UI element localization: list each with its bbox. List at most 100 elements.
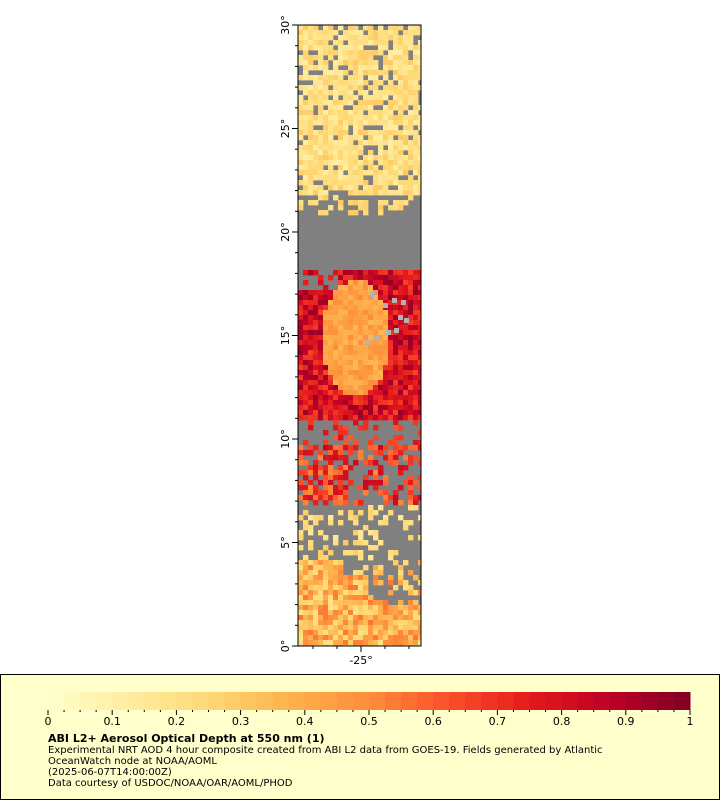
aod-cell — [318, 50, 324, 56]
aod-cell — [308, 315, 314, 321]
aod-cell — [378, 600, 384, 606]
aod-cell — [353, 50, 359, 56]
aod-cell — [323, 640, 329, 646]
aod-cell — [318, 295, 324, 301]
colorbar-swatch — [481, 692, 498, 710]
aod-cell — [323, 315, 329, 321]
aod-cells — [298, 25, 421, 646]
aod-cell — [343, 300, 349, 306]
aod-cell — [393, 360, 399, 366]
aod-cell — [403, 585, 409, 591]
aod-cell — [328, 375, 334, 381]
aod-cell — [338, 395, 344, 401]
aod-cell — [368, 320, 374, 326]
aod-cell — [398, 40, 404, 46]
aod-cell — [318, 90, 324, 96]
aod-cell — [393, 365, 399, 371]
aod-cell — [418, 25, 421, 31]
aod-cell — [313, 470, 319, 476]
aod-cell — [343, 345, 349, 351]
aod-cell — [358, 405, 364, 411]
aod-cell — [363, 300, 369, 306]
latitude-axis: 0°5°10°15°20°25°30° — [279, 15, 298, 652]
aod-cell — [303, 615, 309, 621]
aod-cell — [393, 380, 399, 386]
aod-cell — [388, 385, 394, 391]
aod-cell — [393, 155, 399, 161]
aod-cell — [378, 120, 384, 126]
aod-cell — [393, 45, 399, 51]
colorbar-tick-label: 0 — [45, 715, 52, 728]
aod-cell — [413, 625, 419, 631]
aod-cell — [363, 600, 369, 606]
aod-cell — [308, 415, 314, 421]
aod-cell — [328, 50, 334, 56]
aod-cell — [348, 85, 354, 91]
aod-cell — [338, 570, 344, 576]
aod-cell — [323, 565, 329, 571]
aod-cell — [413, 55, 419, 61]
aod-cell — [353, 200, 359, 206]
aod-cell — [413, 50, 419, 56]
aod-cell — [378, 200, 384, 206]
aod-cell — [373, 165, 379, 171]
aod-cell — [398, 105, 404, 111]
aod-cell — [398, 60, 404, 66]
aod-cell — [373, 445, 379, 451]
aod-cell — [408, 320, 414, 326]
aod-cell — [408, 290, 414, 296]
aod-cell — [308, 95, 314, 101]
aod-cell — [313, 85, 319, 91]
aod-cell — [338, 370, 344, 376]
aod-cell — [353, 130, 359, 136]
aod-cell — [353, 440, 359, 446]
aod-cell — [318, 145, 324, 151]
aod-cell — [338, 70, 344, 76]
aod-cell — [408, 165, 414, 171]
aod-cell — [383, 605, 389, 611]
aod-cell — [363, 395, 369, 401]
aod-cell — [383, 185, 389, 191]
aod-cell — [383, 415, 389, 421]
aod-cell — [318, 405, 324, 411]
aod-cell — [383, 30, 389, 36]
aod-cell — [408, 505, 414, 511]
aod-cell — [373, 600, 379, 606]
aod-cell — [308, 320, 314, 326]
aod-cell — [303, 100, 309, 106]
aod-cell — [353, 420, 359, 426]
aod-cell — [333, 455, 339, 461]
aod-cell — [298, 620, 304, 626]
aod-cell — [373, 565, 379, 571]
aod-cell — [353, 170, 359, 176]
aod-cell — [328, 400, 334, 406]
aod-cell — [333, 75, 339, 81]
aod-cell — [303, 175, 309, 181]
aod-cell — [323, 75, 329, 81]
aod-cell — [373, 135, 379, 141]
aod-cell — [388, 635, 394, 641]
aod-cell — [338, 330, 344, 336]
aod-cell — [378, 505, 384, 511]
aod-cell — [363, 390, 369, 396]
aod-cell — [363, 345, 369, 351]
aod-cell — [353, 190, 359, 196]
aod-cell — [393, 615, 399, 621]
aod-cell — [323, 495, 329, 501]
aod-cell — [313, 350, 319, 356]
aod-cell — [343, 45, 349, 51]
aod-cell — [378, 370, 384, 376]
aod-cell — [413, 480, 419, 486]
aod-cell — [363, 205, 369, 211]
aod-cell — [393, 130, 399, 136]
aod-cell — [333, 620, 339, 626]
aod-cell — [358, 180, 364, 186]
aod-cell — [353, 520, 359, 526]
aod-cell — [313, 65, 319, 71]
aod-cell — [318, 410, 324, 416]
aod-cell — [308, 380, 314, 386]
aod-cell — [408, 390, 414, 396]
aod-cell — [343, 425, 349, 431]
aod-cell — [368, 415, 374, 421]
aod-cell — [358, 390, 364, 396]
